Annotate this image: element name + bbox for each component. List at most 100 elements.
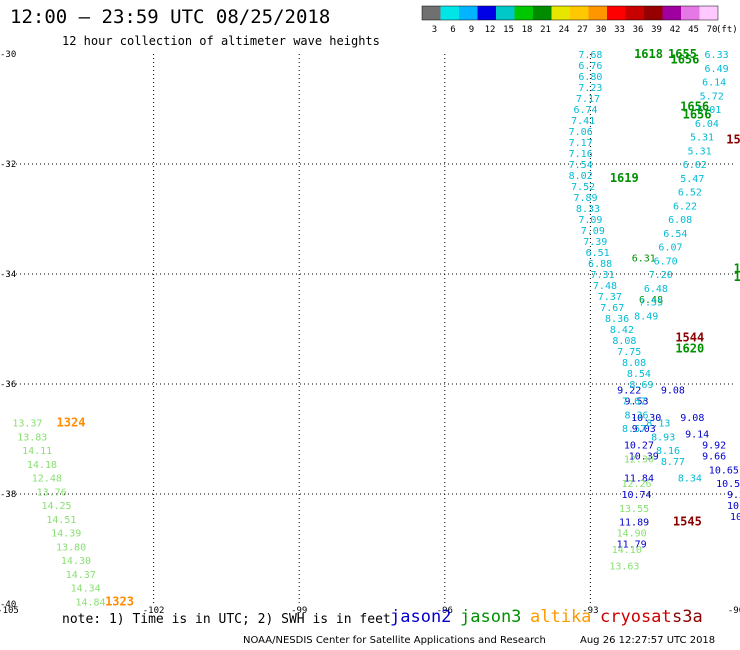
wave-height-value: 7.20 bbox=[649, 270, 673, 281]
x-tick-label: -102 bbox=[143, 606, 165, 616]
credit-line: NOAA/NESDIS Center for Satellite Applica… bbox=[243, 635, 546, 646]
wave-height-value: 13.76 bbox=[37, 487, 67, 498]
colorbar-tick-label: 27 bbox=[577, 25, 588, 35]
wave-height-value: 6.49 bbox=[705, 64, 729, 75]
wave-height-value: 6.31 bbox=[632, 254, 656, 265]
wave-height-value: 10.65 bbox=[709, 465, 739, 476]
colorbar-tick-label: 70 bbox=[707, 25, 718, 35]
wave-height-value: 6.33 bbox=[705, 50, 729, 61]
y-tick-label: -32 bbox=[0, 160, 16, 170]
colorbar-tick-label: 30 bbox=[596, 25, 607, 35]
colorbar-tick-label: 12 bbox=[485, 25, 496, 35]
y-tick-label: -30 bbox=[0, 50, 16, 60]
wave-height-value: 7.23 bbox=[578, 83, 602, 94]
wave-height-value: 6.80 bbox=[578, 72, 602, 83]
wave-height-value: 13.55 bbox=[619, 504, 649, 515]
legend-s3a: s3a bbox=[672, 607, 703, 627]
wave-height-value: 9.03 bbox=[632, 424, 656, 435]
pass-time-label: 165 bbox=[734, 262, 740, 276]
wave-height-value: 9.14 bbox=[685, 430, 709, 441]
x-tick-label: -105 bbox=[0, 606, 19, 616]
wave-height-value: 11.79 bbox=[617, 540, 647, 551]
x-tick-label: -99 bbox=[291, 606, 307, 616]
pass-time-label: 165 bbox=[734, 270, 740, 284]
wave-height-value: 8.02 bbox=[569, 171, 593, 182]
colorbar-tick-label: 18 bbox=[522, 25, 533, 35]
wave-height-value: 6.14 bbox=[702, 78, 726, 89]
wave-height-value: 10.39 bbox=[629, 452, 659, 463]
legend-jason2: jason2 bbox=[390, 607, 452, 627]
wave-height-value: 7.55 bbox=[639, 298, 663, 309]
wave-height-value: 6.02 bbox=[683, 160, 707, 171]
chart-title: 12:00 – 23:59 UTC 08/25/2018 bbox=[10, 6, 331, 28]
colorbar-tick-label: 21 bbox=[540, 25, 551, 35]
wave-height-value: 13.83 bbox=[17, 432, 47, 443]
pass-time-label: 1656 bbox=[680, 99, 709, 113]
pass-time-label: 1655 bbox=[668, 47, 697, 61]
pass-time-labels: 1618165516561656165615-16191651651544162… bbox=[57, 47, 740, 608]
wave-height-value: 8.33 bbox=[576, 204, 600, 215]
wave-height-value: 10.56 bbox=[716, 479, 740, 490]
colorbar-swatch bbox=[699, 6, 718, 20]
wave-height-value: 10.27 bbox=[624, 441, 654, 452]
colorbar-legend: 3 6 9 12 15 18 21 24 27 30 33 36 39 42 45 70 bbox=[421, 5, 719, 35]
wave-height-value: 8.08 bbox=[622, 358, 646, 369]
colorbar-frame bbox=[421, 5, 719, 21]
colorbar-swatch bbox=[496, 6, 515, 20]
colorbar-swatch bbox=[644, 6, 663, 20]
wave-height-value: 7.09 bbox=[581, 226, 605, 237]
wave-height-value: 14.11 bbox=[22, 446, 52, 457]
y-tick-label: -38 bbox=[0, 490, 16, 500]
x-tick-label: -93 bbox=[582, 606, 598, 616]
wave-height-value: 14.51 bbox=[46, 515, 76, 526]
wave-height-value: 8.69 bbox=[629, 380, 653, 391]
wave-height-value: 6.07 bbox=[658, 243, 682, 254]
pass-time-label: 1656 bbox=[670, 53, 699, 67]
wave-height-value: 9.2 bbox=[727, 490, 740, 501]
wave-height-value: 7.37 bbox=[598, 292, 622, 303]
wave-height-value: 7.75 bbox=[617, 347, 641, 358]
wave-height-value: 7.17 bbox=[576, 94, 600, 105]
y-tick-label: -40 bbox=[0, 600, 16, 610]
colorbar-swatch bbox=[570, 6, 589, 20]
wave-height-value: 9.53 bbox=[624, 397, 648, 408]
wave-height-value: 8.77 bbox=[661, 457, 685, 468]
pass-time-label: 1618 bbox=[634, 47, 663, 61]
wave-height-value: 10. bbox=[727, 501, 740, 512]
colorbar-swatch bbox=[607, 6, 626, 20]
wave-height-value: 7.09 bbox=[578, 215, 602, 226]
legend-cryosat: cryosat bbox=[600, 607, 672, 627]
wave-height-value: 14.84 bbox=[75, 597, 105, 608]
wave-height-value: 7.31 bbox=[590, 270, 614, 281]
wave-height-value: 6.74 bbox=[573, 105, 597, 116]
wave-height-value: 10 bbox=[730, 512, 740, 523]
wave-height-value: 6.48 bbox=[644, 284, 668, 295]
wave-height-value: 12.48 bbox=[32, 474, 62, 485]
colorbar-tick-label: 6 bbox=[450, 25, 455, 35]
wave-height-value: 7.17 bbox=[569, 138, 593, 149]
pass-time-label: 1544 bbox=[675, 330, 704, 344]
axis-ticks: -105 -102 -99 -96 -93 -90 -30 -32 -34 -36 -38 -40 bbox=[0, 50, 740, 616]
wave-height-value: 10.74 bbox=[621, 490, 651, 501]
colorbar-swatch bbox=[588, 6, 607, 20]
wave-height-value: 13.80 bbox=[56, 542, 86, 553]
wave-height-value: 8.08 bbox=[612, 336, 636, 347]
wave-height-value: 8.54 bbox=[627, 369, 651, 380]
wave-height-value: 8.57 bbox=[622, 424, 646, 435]
wave-height-value: 8.13 bbox=[646, 419, 670, 430]
wave-height-value: 14.10 bbox=[612, 545, 642, 556]
wave-height-value: 11.89 bbox=[619, 518, 649, 529]
generation-timestamp: Aug 26 12:27:57 UTC 2018 bbox=[580, 635, 716, 646]
y-tick-label: -36 bbox=[0, 380, 16, 390]
y-tick-label: -34 bbox=[0, 270, 16, 280]
wave-height-value: 7.16 bbox=[569, 149, 593, 160]
wave-height-value: 14.90 bbox=[617, 529, 647, 540]
wave-height-value: 9.08 bbox=[680, 413, 704, 424]
grid-lines bbox=[8, 54, 736, 604]
wave-height-value: 9.66 bbox=[702, 452, 726, 463]
pass-time-label: 1324 bbox=[57, 416, 86, 430]
wave-height-value: 7.41 bbox=[571, 116, 595, 127]
colorbar-tick-label: 39 bbox=[651, 25, 662, 35]
colorbar-tick-label: 36 bbox=[633, 25, 644, 35]
